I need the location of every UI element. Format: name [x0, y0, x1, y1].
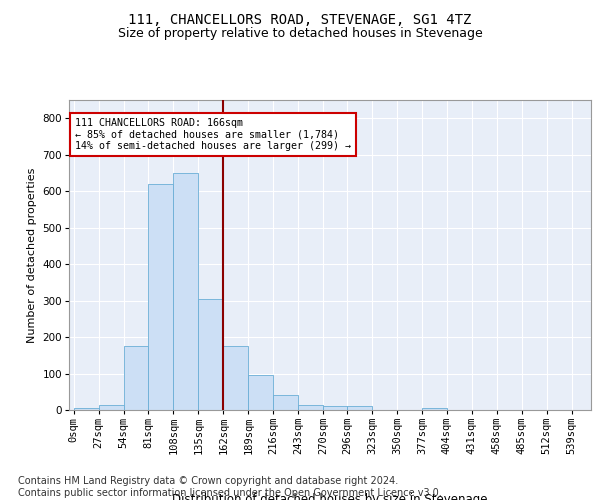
- Text: Contains HM Land Registry data © Crown copyright and database right 2024.
Contai: Contains HM Land Registry data © Crown c…: [18, 476, 442, 498]
- Y-axis label: Number of detached properties: Number of detached properties: [27, 168, 37, 342]
- Bar: [422, 408, 447, 410]
- Bar: [199, 299, 223, 410]
- X-axis label: Distribution of detached houses by size in Stevenage: Distribution of detached houses by size …: [172, 494, 488, 500]
- Bar: [74, 408, 98, 410]
- Bar: [273, 396, 298, 410]
- Text: 111, CHANCELLORS ROAD, STEVENAGE, SG1 4TZ: 111, CHANCELLORS ROAD, STEVENAGE, SG1 4T…: [128, 12, 472, 26]
- Bar: [323, 406, 347, 410]
- Bar: [173, 173, 199, 410]
- Text: Size of property relative to detached houses in Stevenage: Size of property relative to detached ho…: [118, 28, 482, 40]
- Bar: [298, 405, 323, 410]
- Bar: [347, 406, 372, 410]
- Bar: [223, 346, 248, 410]
- Bar: [248, 374, 273, 410]
- Bar: [98, 406, 124, 410]
- Bar: [148, 184, 173, 410]
- Text: 111 CHANCELLORS ROAD: 166sqm
← 85% of detached houses are smaller (1,784)
14% of: 111 CHANCELLORS ROAD: 166sqm ← 85% of de…: [74, 118, 350, 152]
- Bar: [124, 346, 148, 410]
